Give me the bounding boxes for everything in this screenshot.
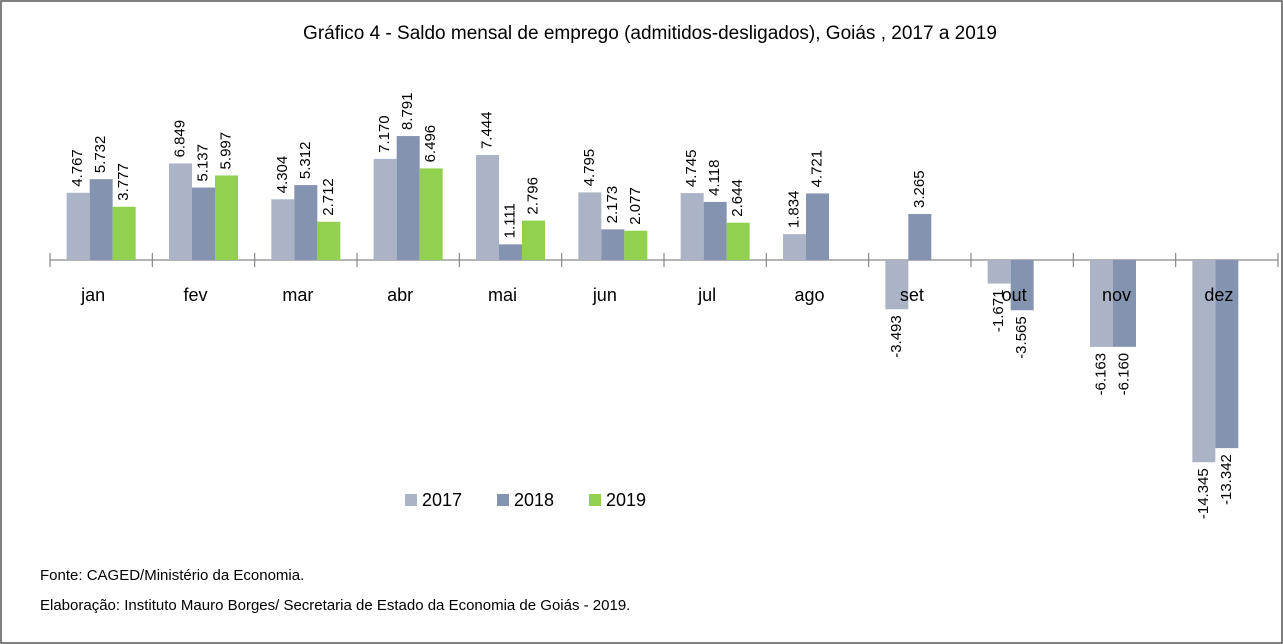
value-label: 2.712 bbox=[320, 178, 337, 216]
legend-swatch bbox=[589, 494, 601, 506]
x-tick-label: out bbox=[1002, 285, 1027, 305]
bar bbox=[1215, 260, 1239, 449]
bar bbox=[1192, 260, 1216, 463]
value-label: -3.565 bbox=[1013, 316, 1030, 359]
value-label: -1.671 bbox=[990, 290, 1007, 333]
note: Elaboração: Instituto Mauro Borges/ Secr… bbox=[40, 597, 630, 614]
x-tick-label: ago bbox=[794, 285, 824, 305]
value-label: 2.173 bbox=[604, 186, 621, 224]
bar bbox=[1010, 260, 1034, 311]
x-tick-label: fev bbox=[183, 285, 207, 305]
chart-title: Gráfico 4 - Saldo mensal de emprego (adm… bbox=[303, 23, 997, 44]
bar bbox=[169, 163, 192, 260]
value-label: 4.745 bbox=[683, 150, 700, 188]
value-label: 4.304 bbox=[274, 156, 291, 194]
x-tick-label: mar bbox=[282, 285, 313, 305]
legend-swatch bbox=[497, 494, 509, 506]
bar bbox=[476, 155, 499, 260]
bar bbox=[271, 199, 295, 260]
bar bbox=[783, 234, 806, 260]
bar bbox=[112, 206, 136, 260]
value-label: 5.312 bbox=[297, 142, 314, 180]
x-tick-label: jun bbox=[592, 285, 617, 305]
value-label: 4.795 bbox=[581, 149, 598, 187]
value-label: -6.160 bbox=[1115, 353, 1132, 396]
bar bbox=[66, 192, 90, 260]
bar bbox=[294, 185, 318, 260]
value-label: 5.997 bbox=[217, 132, 234, 170]
bar bbox=[601, 229, 625, 260]
bar bbox=[499, 244, 522, 260]
bar bbox=[522, 220, 545, 260]
value-label: 6.849 bbox=[171, 120, 188, 158]
x-tick-label: abr bbox=[387, 285, 413, 305]
value-label: 3.777 bbox=[115, 163, 132, 201]
x-tick-label: mai bbox=[488, 285, 517, 305]
source: Fonte: CAGED/Ministério da Economia. bbox=[40, 567, 304, 584]
value-label: 4.118 bbox=[706, 159, 723, 195]
value-label: -14.345 bbox=[1195, 468, 1212, 519]
bar bbox=[806, 193, 829, 260]
value-label: 7.170 bbox=[376, 115, 393, 153]
x-tick-label: jul bbox=[697, 285, 716, 305]
legend-label: 2018 bbox=[514, 490, 554, 510]
bar bbox=[373, 158, 397, 260]
bar bbox=[192, 187, 215, 260]
value-label: 1.111 bbox=[501, 203, 518, 238]
bar bbox=[1113, 260, 1136, 347]
bar bbox=[726, 222, 750, 260]
bar bbox=[624, 230, 648, 260]
x-tick-label: dez bbox=[1204, 285, 1233, 305]
value-label: 2.796 bbox=[524, 177, 541, 215]
value-label: 4.721 bbox=[808, 150, 825, 188]
value-label: 2.644 bbox=[729, 179, 746, 217]
bar bbox=[987, 260, 1011, 284]
value-label: -13.342 bbox=[1218, 454, 1235, 505]
value-label: 6.496 bbox=[422, 125, 439, 163]
x-tick-label: set bbox=[900, 285, 924, 305]
value-label: 1.834 bbox=[785, 191, 802, 229]
bar bbox=[1090, 260, 1113, 347]
value-label: 7.444 bbox=[478, 111, 495, 149]
bar bbox=[215, 175, 238, 260]
bar bbox=[908, 213, 932, 260]
bar bbox=[396, 136, 420, 260]
value-label: 3.265 bbox=[911, 170, 928, 208]
value-label: 5.732 bbox=[92, 136, 109, 174]
x-tick-label: nov bbox=[1102, 285, 1131, 305]
value-label: 5.137 bbox=[194, 144, 211, 182]
bar bbox=[89, 179, 113, 260]
value-label: 8.791 bbox=[399, 93, 416, 131]
bar bbox=[578, 192, 602, 260]
bar bbox=[703, 201, 727, 260]
x-tick-label: jan bbox=[80, 285, 105, 305]
bar bbox=[317, 221, 341, 260]
bar bbox=[885, 260, 909, 310]
bar bbox=[419, 168, 443, 260]
value-label: -6.163 bbox=[1092, 353, 1109, 396]
value-label: 4.767 bbox=[69, 149, 86, 187]
legend-label: 2017 bbox=[422, 490, 462, 510]
value-label: 2.077 bbox=[627, 187, 644, 225]
value-label: -3.493 bbox=[888, 315, 905, 358]
bar bbox=[680, 193, 704, 260]
legend-label: 2019 bbox=[606, 490, 646, 510]
legend-swatch bbox=[405, 494, 417, 506]
